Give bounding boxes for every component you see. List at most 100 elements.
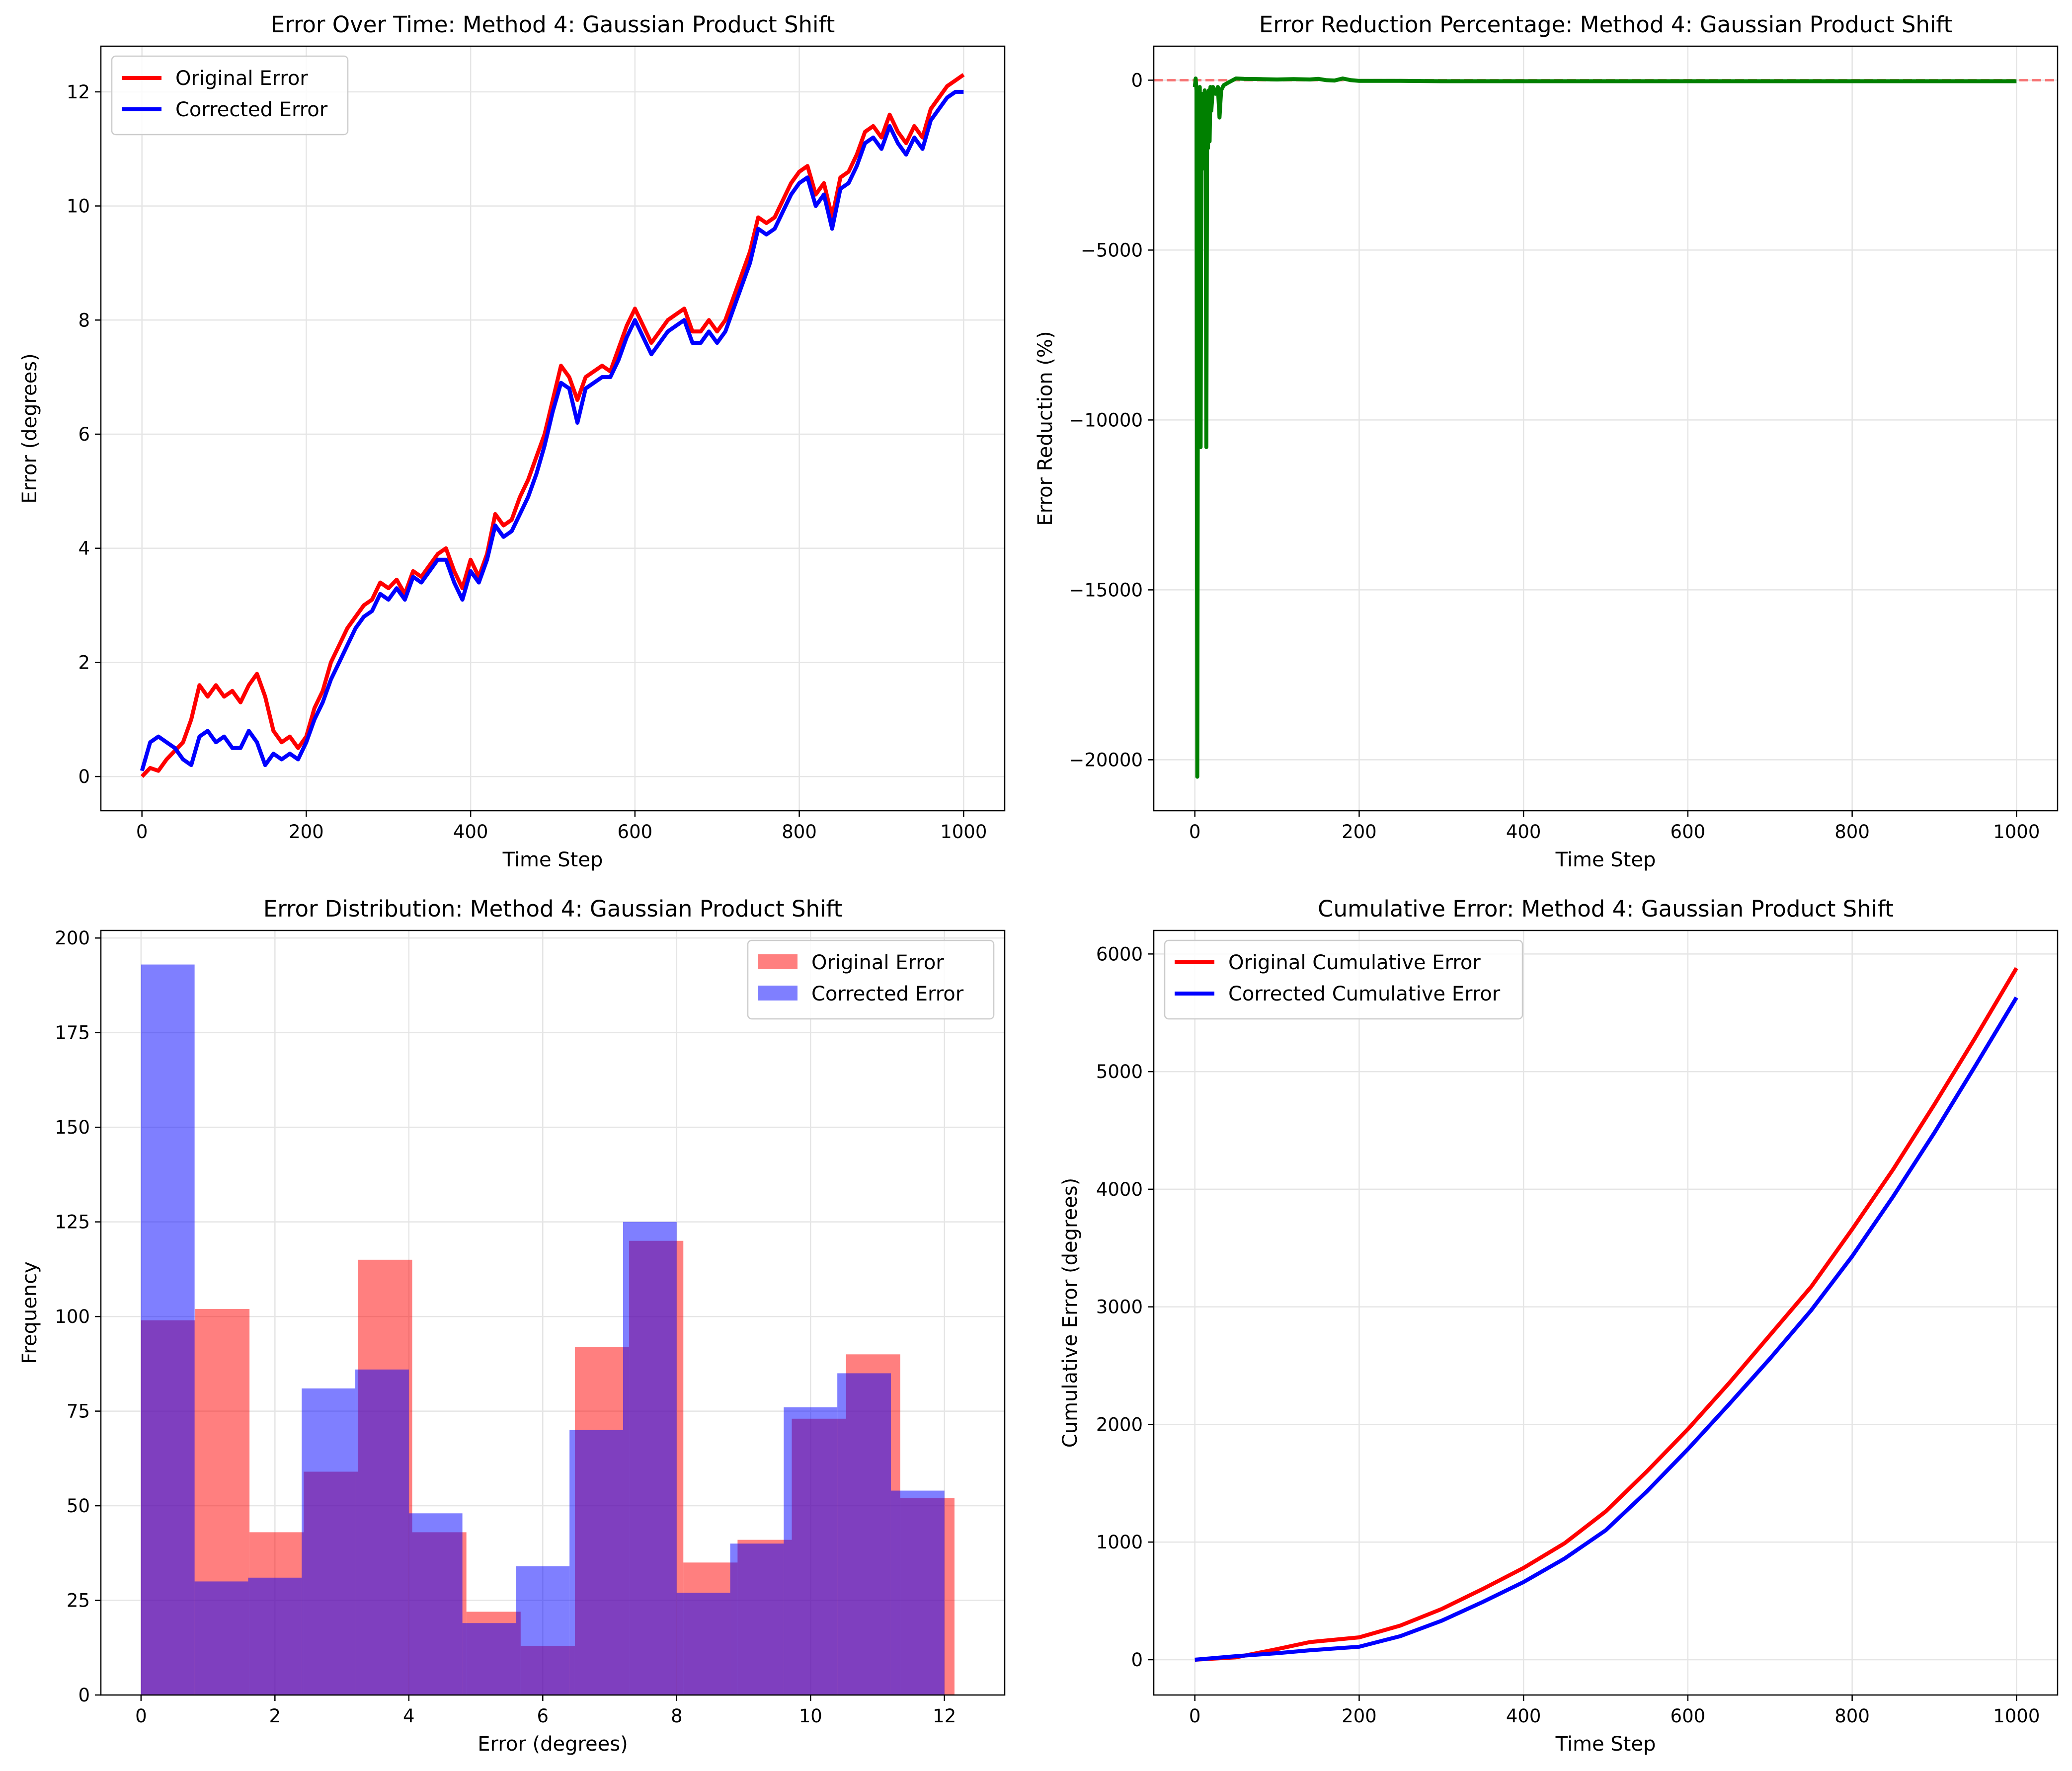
y-tick-label: 25 [67,1590,90,1612]
series-line-2 [140,89,964,771]
grid [1154,46,2058,811]
x-tick-label: 0 [1189,1705,1201,1727]
x-tick-label: 1000 [940,821,987,843]
chart-title: Cumulative Error: Method 4: Gaussian Pro… [1318,896,1894,922]
legend: Original Cumulative Error Corrected Cumul… [1164,939,1523,1020]
y-tick-label: 6000 [1096,943,1143,965]
legend-box [111,55,349,136]
histogram-bar [408,1513,463,1695]
y-tick-label: 0 [1131,70,1143,91]
legend-entry: Original Error [811,951,944,974]
x-tick-label: 400 [1506,1705,1541,1727]
x-tick-label: 8 [671,1705,683,1727]
chart-panel-1: 0 200 400 600 800 1000 0 2 4 6 8 10 12 Error Over Tim… [18,11,1006,871]
series-line-1 [1193,77,2017,779]
y-tick-label: 4000 [1096,1179,1143,1200]
histogram-bar [248,1577,302,1695]
y-tick-label: 6 [78,424,90,445]
legend-entry: Original Cumulative Error [1228,951,1481,974]
axes-frame [100,45,1006,812]
y-tick-label: 8 [78,309,90,331]
plot-area [141,964,955,1695]
histogram-bar [141,964,195,1695]
x-tick-label: 200 [289,821,324,843]
x-tick-label: 0 [136,821,148,843]
x-tick-label: 200 [1342,1705,1377,1727]
x-tick-label: 10 [799,1705,822,1727]
y-tick-label: 3000 [1096,1297,1143,1318]
x-tick-label: 2 [269,1705,281,1727]
histogram-bar [569,1430,623,1695]
y-tick-label: 0 [78,766,90,787]
axes-frame [1153,929,2059,1696]
plot-area [1195,967,2018,1662]
y-tick-label: 125 [55,1212,90,1233]
x-tick-label: 1000 [1993,1705,2040,1727]
x-tick-label: 600 [1671,1705,1706,1727]
y-tick-label: 0 [1131,1649,1143,1671]
histogram-bar [623,1222,677,1695]
y-axis-label: Cumulative Error (degrees) [1059,1178,1082,1448]
y-tick-label: 10 [67,196,90,217]
x-tick-label: 800 [782,821,817,843]
y-tick-label: 4 [78,538,90,559]
x-tick-label: 400 [453,821,488,843]
chart-title: Error Reduction Percentage: Method 4: Ga… [1259,11,1952,38]
x-tick-label: 600 [1671,821,1706,843]
chart-panel-3: 0 2 4 6 8 10 12 0 25 50 75 100 125 150 175 200 Error Dis… [18,896,1006,1756]
grid [1154,930,2058,1695]
x-axis-label: Time Step [502,848,603,871]
histogram-bar [676,1593,730,1695]
x-tick-label: 800 [1834,821,1870,843]
x-tick-label: 600 [618,821,653,843]
legend-swatch [758,954,797,969]
legend: Original Error Corrected Error [747,939,995,1020]
series-line-1 [140,73,965,778]
chart-panel-2: 0 200 400 600 800 1000 −20000 −15000 −10000 −5000… [1034,11,2059,871]
y-tick-label: 150 [55,1117,90,1138]
x-tick-label: 0 [1189,821,1201,843]
chart-title: Error Over Time: Method 4: Gaussian Prod… [271,11,835,38]
chart-panel-4: 0 200 400 600 800 1000 0 1000 2000 3000 4000 5000 60… [1059,896,2059,1756]
legend-box [1164,939,1523,1020]
y-tick-label: −20000 [1069,749,1143,770]
grid [101,46,1005,811]
legend-entry: Corrected Cumulative Error [1228,983,1501,1005]
histogram-bar [837,1373,891,1695]
x-tick-label: 0 [135,1705,147,1727]
y-tick-label: 2000 [1096,1414,1143,1435]
x-tick-label: 6 [537,1705,549,1727]
legend-swatch [758,986,797,1001]
bar-series-2 [141,964,945,1695]
histogram-bar [890,1490,945,1695]
x-tick-label: 800 [1834,1705,1870,1727]
x-axis-label: Error (degrees) [478,1733,628,1756]
y-axis-label: Frequency [18,1261,41,1364]
legend-box [747,939,995,1020]
y-tick-label: 1000 [1096,1532,1143,1553]
histogram-bar [462,1623,516,1695]
y-axis-label: Error (degrees) [18,353,41,503]
y-tick-label: 12 [67,81,90,103]
y-tick-label: 200 [55,927,90,949]
histogram-bar [784,1407,838,1695]
y-tick-label: 175 [55,1022,90,1044]
axes-frame [1153,45,2059,812]
chart-title: Error Distribution: Method 4: Gaussian P… [263,896,842,922]
x-axis-label: Time Step [1555,1733,1656,1756]
histogram-bar [302,1388,356,1695]
series-line-2 [1195,996,2018,1662]
plot-area [140,73,965,778]
y-tick-label: −15000 [1069,579,1143,601]
y-tick-label: 2 [78,652,90,673]
plot-area [1154,77,2058,779]
y-tick-label: −5000 [1081,239,1143,261]
histogram-bar [516,1566,570,1695]
x-tick-label: 400 [1506,821,1541,843]
legend-entry: Corrected Error [175,98,328,121]
y-tick-label: 5000 [1096,1061,1143,1082]
y-tick-label: 50 [67,1495,90,1517]
y-tick-label: 100 [55,1306,90,1327]
x-axis-label: Time Step [1555,848,1656,871]
